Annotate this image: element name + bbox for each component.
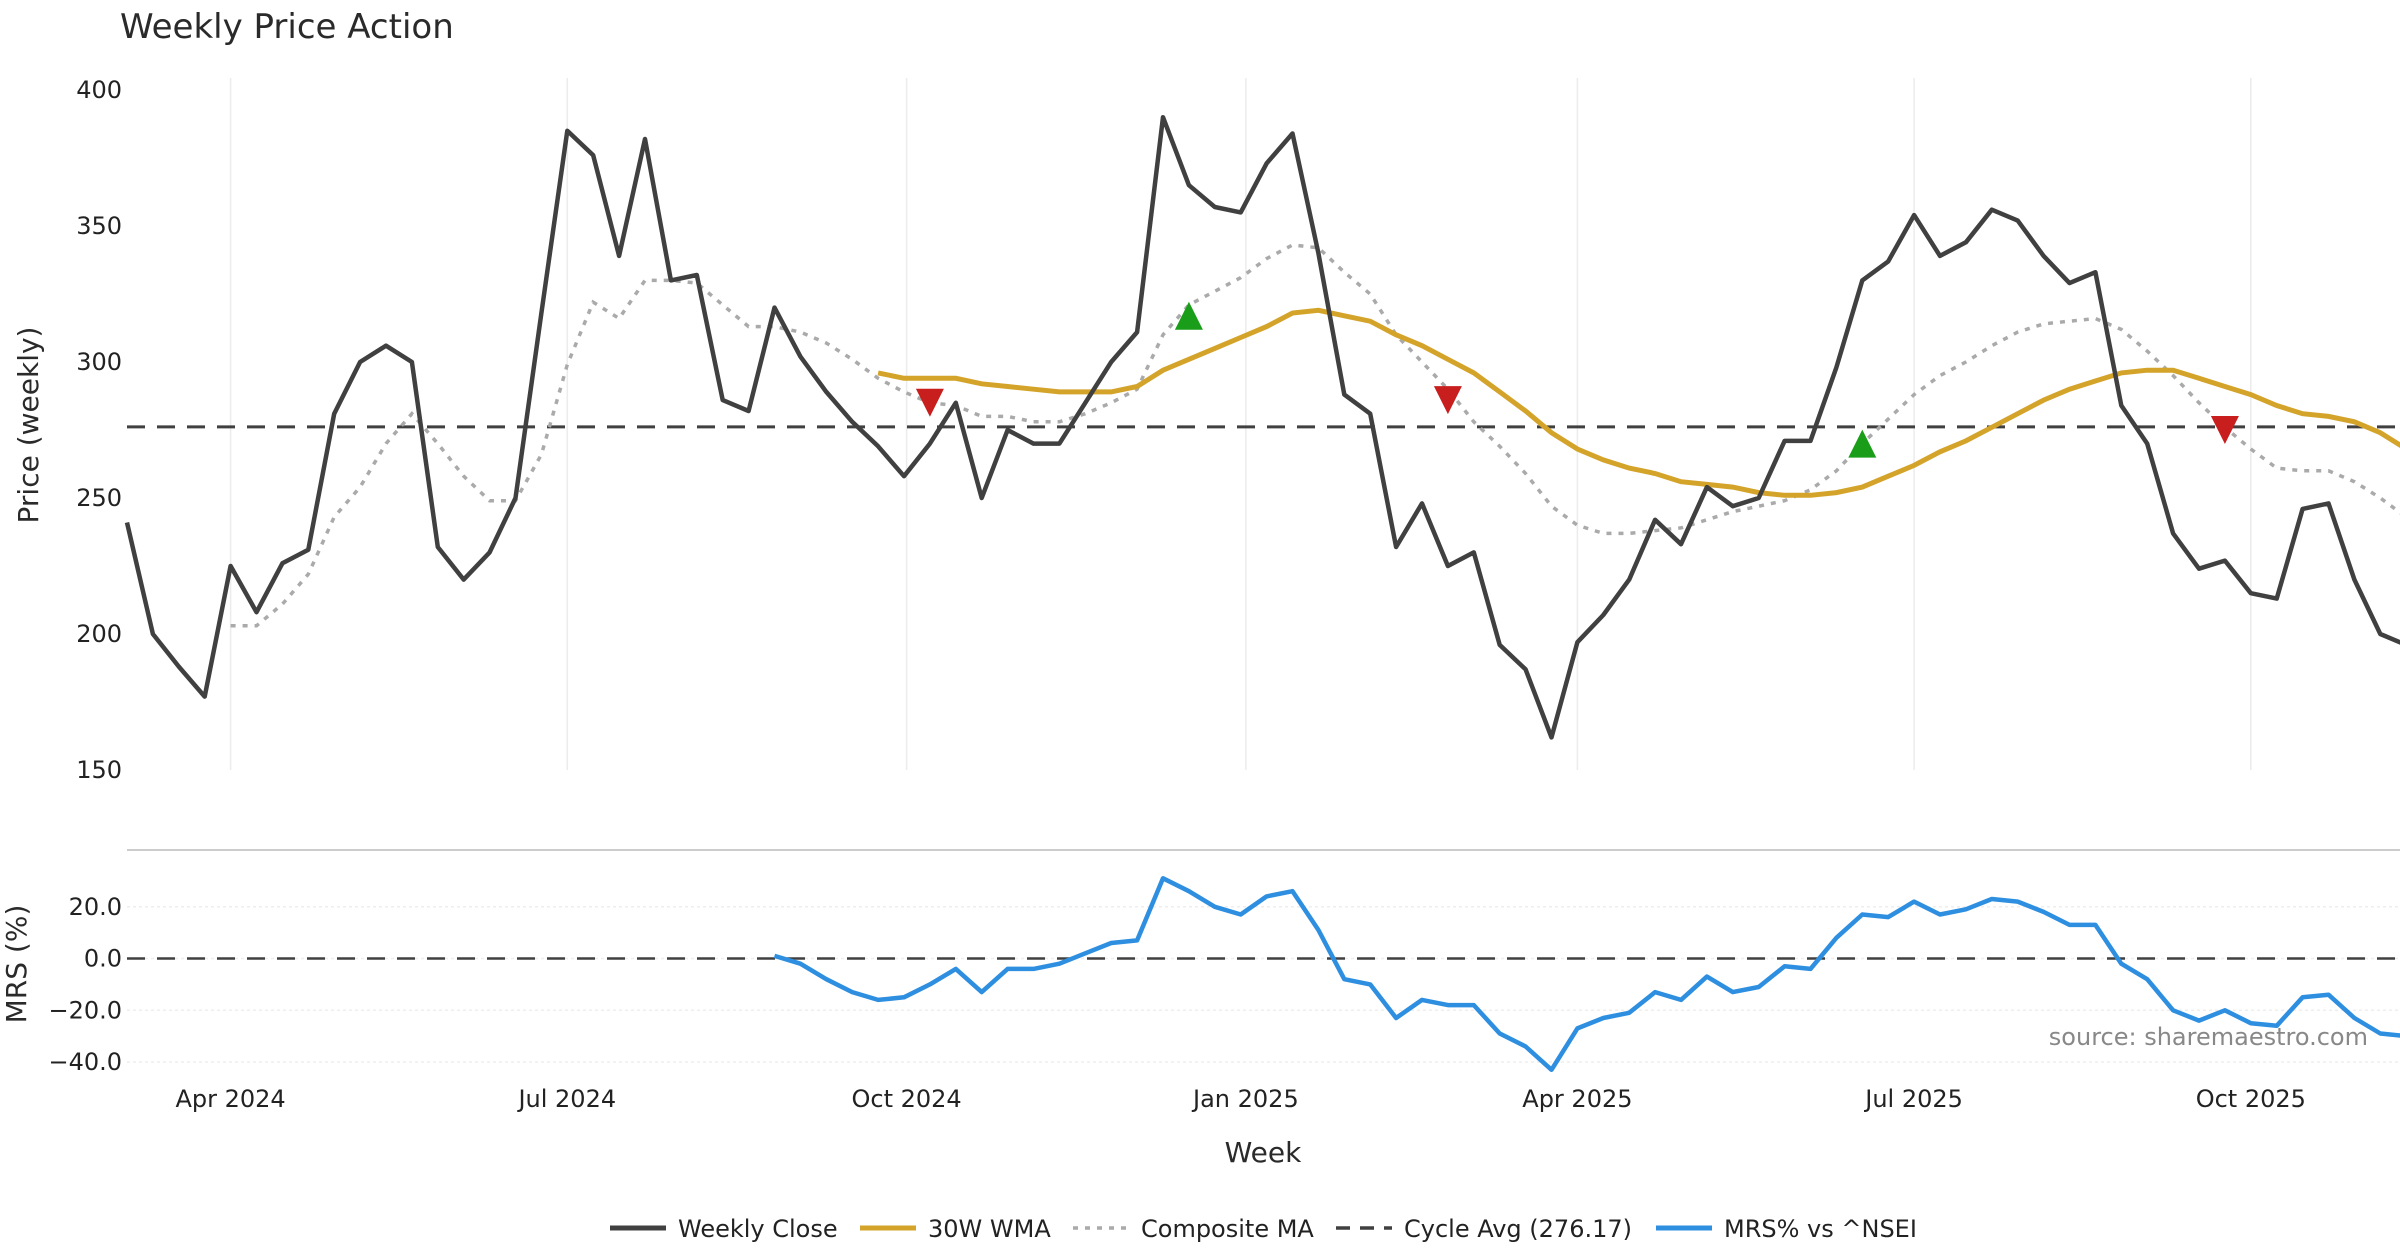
sell-signal-marker bbox=[2210, 416, 2239, 444]
mrs-panel: 20.0 0.0 −20.0 −40.0 MRS (%) source: sharem… bbox=[0, 876, 2400, 1076]
sell-signal-marker bbox=[915, 388, 944, 417]
buy-signal-marker bbox=[1174, 301, 1203, 330]
weekly-close-line bbox=[124, 114, 2400, 740]
chart-legend: Weekly Close 30W WMA Composite MA Cycle Avg… bbox=[610, 1215, 1917, 1243]
x-tick-label: Jul 2025 bbox=[1863, 1085, 1963, 1113]
price-y-tick-label: 300 bbox=[76, 348, 122, 376]
legend-label: 30W WMA bbox=[928, 1215, 1051, 1243]
mrs-gridlines bbox=[127, 906, 2400, 1063]
signal-markers bbox=[915, 301, 2239, 458]
mrs-y-tick-label: 20.0 bbox=[69, 893, 122, 921]
x-tick-label: Jul 2024 bbox=[516, 1085, 616, 1113]
mrs-y-tick-label: −40.0 bbox=[48, 1048, 122, 1076]
price-y-label: Price (weekly) bbox=[12, 327, 45, 524]
mrs-y-label: MRS (%) bbox=[0, 905, 33, 1024]
legend-label: Cycle Avg (276.17) bbox=[1404, 1215, 1632, 1243]
mrs-y-ticks: 20.0 0.0 −20.0 −40.0 bbox=[48, 893, 122, 1076]
legend-label: Composite MA bbox=[1141, 1215, 1314, 1243]
legend-label: Weekly Close bbox=[678, 1215, 838, 1243]
mrs-y-tick-label: 0.0 bbox=[84, 945, 122, 973]
mrs-y-tick-label: −20.0 bbox=[48, 996, 122, 1024]
chart-title: Weekly Price Action bbox=[120, 7, 454, 47]
x-axis-label: Week bbox=[1225, 1136, 1302, 1169]
price-y-ticks: 150 200 250 300 350 400 bbox=[76, 76, 122, 784]
buy-signal-marker bbox=[1848, 429, 1877, 458]
price-y-tick-label: 200 bbox=[76, 620, 122, 648]
x-tick-label: Oct 2025 bbox=[2196, 1085, 2306, 1113]
x-tick-label: Oct 2024 bbox=[851, 1085, 961, 1113]
composite-ma-line bbox=[230, 243, 2400, 628]
x-tick-label: Apr 2024 bbox=[175, 1085, 285, 1113]
mrs-line bbox=[773, 876, 2400, 1073]
price-y-tick-label: 250 bbox=[76, 484, 122, 512]
legend-label: MRS% vs ^NSEI bbox=[1724, 1215, 1917, 1243]
source-credit: source: sharemaestro.com bbox=[2049, 1023, 2368, 1051]
x-tick-label: Jan 2025 bbox=[1191, 1085, 1299, 1113]
price-y-tick-label: 350 bbox=[76, 212, 122, 240]
wma-30-line bbox=[877, 307, 2400, 498]
price-panel: 150 200 250 300 350 400 Price (weekly) bbox=[12, 76, 2400, 784]
price-y-tick-label: 150 bbox=[76, 756, 122, 784]
x-tick-label: Apr 2025 bbox=[1522, 1085, 1632, 1113]
price-gridlines bbox=[229, 78, 2252, 770]
x-axis-ticks: Apr 2024 Jul 2024 Oct 2024 Jan 2025 Apr 2025… bbox=[175, 1085, 2305, 1113]
price-y-tick-label: 400 bbox=[76, 76, 122, 104]
sell-signal-marker bbox=[1433, 386, 1462, 415]
